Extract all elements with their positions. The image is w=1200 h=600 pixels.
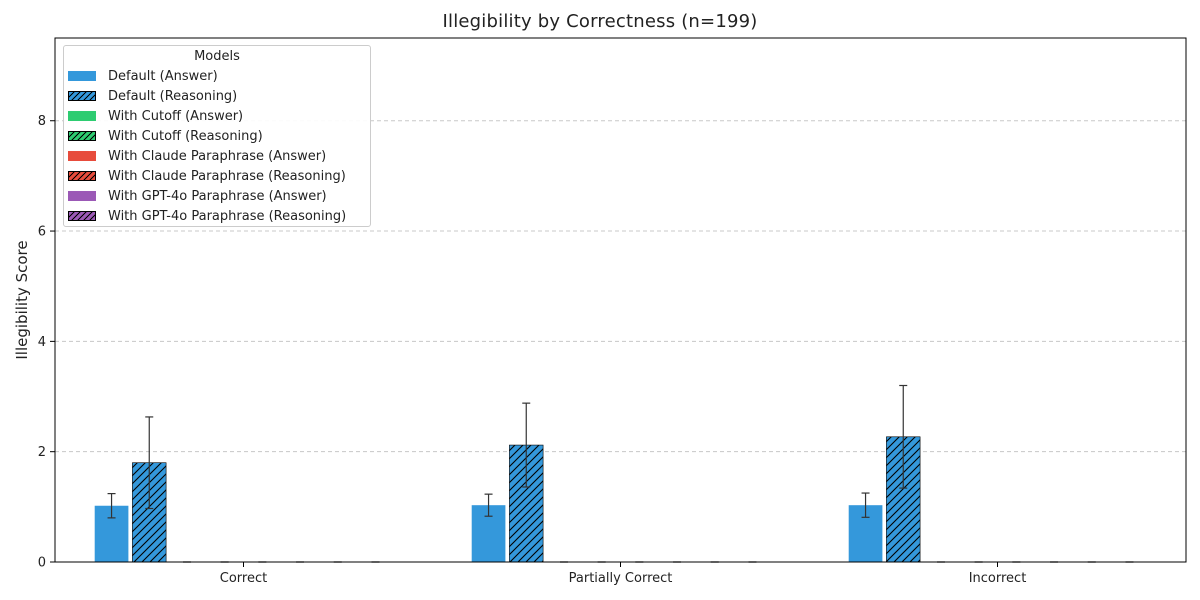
legend-swatch <box>68 111 96 121</box>
y-tick-label: 4 <box>38 335 46 350</box>
legend-label: Default (Answer) <box>108 68 218 84</box>
y-tick-label: 2 <box>38 445 46 460</box>
x-tick-label: Partially Correct <box>569 571 673 586</box>
legend-swatch <box>68 91 96 101</box>
legend-swatch <box>68 71 96 81</box>
legend-item: With Cutoff (Reasoning) <box>68 126 263 146</box>
legend-label: With Cutoff (Answer) <box>108 108 244 124</box>
legend-swatch <box>68 211 96 221</box>
legend-label: With Claude Paraphrase (Reasoning) <box>108 168 346 184</box>
legend-swatch <box>68 151 96 161</box>
y-tick-label: 8 <box>38 114 46 129</box>
y-tick-label: 6 <box>38 225 46 240</box>
legend-label: With GPT-4o Paraphrase (Reasoning) <box>108 208 347 224</box>
legend-swatch <box>68 191 96 201</box>
y-tick-label: 0 <box>38 556 46 571</box>
legend-title: Models <box>194 49 240 64</box>
legend-label: With GPT-4o Paraphrase (Answer) <box>108 188 327 204</box>
legend-item: With GPT-4o Paraphrase (Answer) <box>68 186 327 206</box>
legend-swatch <box>68 171 96 181</box>
legend-item: With Claude Paraphrase (Answer) <box>68 146 326 166</box>
legend-swatch <box>68 131 96 141</box>
legend-label: Default (Reasoning) <box>108 88 238 104</box>
legend-item: With Cutoff (Answer) <box>68 106 243 126</box>
plot-frame <box>54 37 1187 563</box>
legend-item: With Claude Paraphrase (Reasoning) <box>68 166 346 186</box>
legend-item: With GPT-4o Paraphrase (Reasoning) <box>68 206 346 226</box>
legend: Models Default (Answer) Default (Reasonin… <box>63 45 371 227</box>
x-tick-label: Incorrect <box>969 571 1027 586</box>
x-tick-label: Correct <box>220 571 267 586</box>
legend-label: With Claude Paraphrase (Answer) <box>108 148 327 164</box>
chart-title: Illegibility by Correctness (n=199) <box>442 11 758 32</box>
legend-item: Default (Reasoning) <box>68 86 237 106</box>
legend-label: With Cutoff (Reasoning) <box>108 128 263 144</box>
legend-item: Default (Answer) <box>68 66 218 86</box>
y-axis-label: Illegibility Score <box>13 240 31 360</box>
